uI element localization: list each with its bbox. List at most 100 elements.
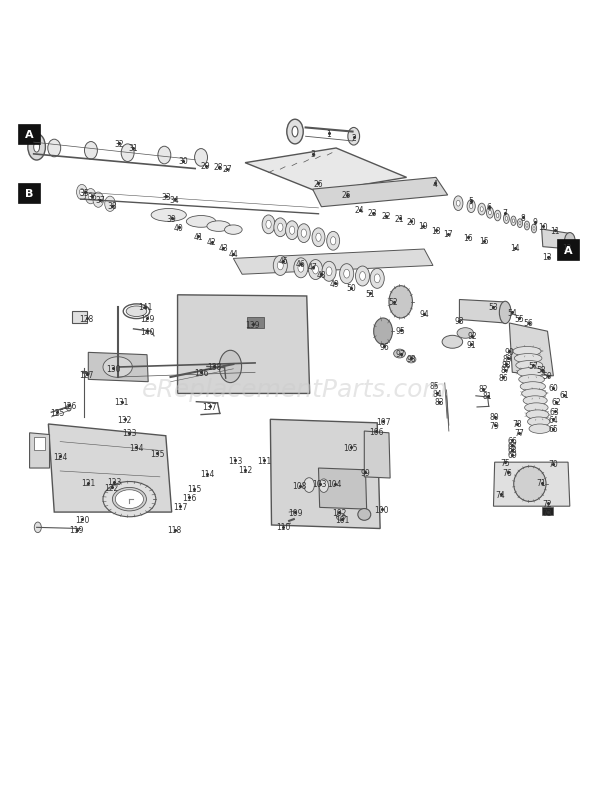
Ellipse shape bbox=[513, 347, 541, 356]
Text: 134: 134 bbox=[129, 444, 144, 452]
Text: 62: 62 bbox=[552, 398, 561, 407]
Text: 29: 29 bbox=[201, 162, 211, 171]
Ellipse shape bbox=[278, 224, 283, 232]
Ellipse shape bbox=[442, 336, 463, 349]
Text: 52: 52 bbox=[389, 298, 398, 307]
Text: 23: 23 bbox=[368, 209, 378, 218]
Ellipse shape bbox=[327, 232, 340, 251]
Text: 112: 112 bbox=[238, 466, 252, 475]
Text: 70: 70 bbox=[549, 460, 558, 469]
Text: 91: 91 bbox=[466, 340, 476, 349]
Ellipse shape bbox=[298, 264, 304, 273]
Text: 40: 40 bbox=[174, 224, 183, 233]
Text: 140: 140 bbox=[140, 327, 154, 336]
Text: 141: 141 bbox=[138, 302, 152, 312]
Text: 116: 116 bbox=[182, 493, 196, 502]
Ellipse shape bbox=[286, 221, 299, 241]
Ellipse shape bbox=[407, 356, 416, 363]
Text: 58: 58 bbox=[537, 366, 546, 375]
Text: 113: 113 bbox=[228, 456, 242, 465]
Text: 22: 22 bbox=[381, 212, 391, 221]
Ellipse shape bbox=[80, 189, 84, 196]
Ellipse shape bbox=[103, 358, 132, 378]
Text: 74: 74 bbox=[496, 490, 506, 500]
Text: 56: 56 bbox=[524, 319, 533, 328]
Ellipse shape bbox=[527, 417, 550, 427]
Ellipse shape bbox=[112, 488, 146, 511]
Text: 139: 139 bbox=[245, 320, 260, 330]
Ellipse shape bbox=[34, 143, 40, 153]
Text: 47: 47 bbox=[308, 263, 317, 272]
Text: 51: 51 bbox=[365, 290, 375, 298]
Text: 35: 35 bbox=[80, 188, 90, 197]
Text: 7: 7 bbox=[503, 209, 507, 218]
Ellipse shape bbox=[522, 389, 546, 399]
Bar bbox=[18, 125, 40, 145]
Ellipse shape bbox=[512, 220, 514, 224]
Ellipse shape bbox=[103, 482, 156, 517]
Text: 10: 10 bbox=[538, 222, 548, 231]
Ellipse shape bbox=[370, 269, 384, 289]
Ellipse shape bbox=[454, 196, 463, 211]
Ellipse shape bbox=[319, 480, 329, 492]
Ellipse shape bbox=[480, 208, 483, 213]
Text: 54: 54 bbox=[507, 309, 517, 318]
Text: 111: 111 bbox=[257, 456, 271, 465]
Text: 37: 37 bbox=[95, 196, 105, 205]
Ellipse shape bbox=[48, 140, 61, 158]
Text: 50: 50 bbox=[346, 284, 356, 293]
Text: 46: 46 bbox=[296, 260, 306, 269]
Ellipse shape bbox=[292, 127, 298, 138]
Text: 138: 138 bbox=[206, 363, 221, 371]
Bar bbox=[542, 507, 553, 516]
Polygon shape bbox=[88, 353, 148, 383]
Text: 128: 128 bbox=[80, 314, 94, 323]
Ellipse shape bbox=[457, 328, 474, 338]
Ellipse shape bbox=[312, 229, 325, 247]
Text: 88: 88 bbox=[502, 360, 511, 369]
Ellipse shape bbox=[274, 219, 287, 237]
Text: 79: 79 bbox=[490, 421, 500, 430]
Ellipse shape bbox=[105, 197, 115, 213]
Ellipse shape bbox=[322, 262, 336, 282]
Ellipse shape bbox=[533, 228, 535, 231]
Text: 73: 73 bbox=[543, 508, 552, 517]
Text: 123: 123 bbox=[107, 477, 122, 487]
Text: 41: 41 bbox=[194, 233, 203, 241]
Polygon shape bbox=[542, 229, 570, 249]
Text: 2: 2 bbox=[352, 134, 356, 143]
Text: 65: 65 bbox=[549, 424, 558, 434]
Text: 72: 72 bbox=[543, 499, 552, 508]
Ellipse shape bbox=[496, 214, 499, 218]
Polygon shape bbox=[178, 295, 310, 394]
Text: 81: 81 bbox=[483, 392, 493, 401]
Text: 102: 102 bbox=[332, 508, 346, 517]
Ellipse shape bbox=[326, 268, 332, 277]
Text: 94: 94 bbox=[419, 310, 429, 318]
Text: 11: 11 bbox=[550, 226, 560, 236]
Text: 133: 133 bbox=[122, 429, 137, 438]
Ellipse shape bbox=[565, 233, 575, 249]
Ellipse shape bbox=[525, 403, 548, 413]
Text: 98: 98 bbox=[407, 354, 416, 363]
Text: 3: 3 bbox=[310, 150, 315, 159]
Text: 130: 130 bbox=[106, 364, 120, 373]
Ellipse shape bbox=[86, 189, 96, 205]
Text: 99: 99 bbox=[360, 468, 371, 477]
Text: 63: 63 bbox=[550, 407, 559, 416]
Text: 25: 25 bbox=[342, 191, 352, 200]
Ellipse shape bbox=[520, 383, 545, 391]
Ellipse shape bbox=[478, 204, 486, 216]
Ellipse shape bbox=[494, 211, 501, 221]
Ellipse shape bbox=[330, 237, 336, 245]
Ellipse shape bbox=[525, 222, 530, 231]
Ellipse shape bbox=[389, 286, 412, 318]
Text: 135: 135 bbox=[150, 449, 164, 458]
Text: 27: 27 bbox=[222, 165, 232, 174]
Bar bbox=[18, 184, 40, 204]
Ellipse shape bbox=[297, 225, 310, 243]
Ellipse shape bbox=[529, 424, 550, 434]
Text: 6: 6 bbox=[486, 203, 491, 212]
Ellipse shape bbox=[225, 225, 242, 235]
Text: 31: 31 bbox=[128, 144, 137, 153]
